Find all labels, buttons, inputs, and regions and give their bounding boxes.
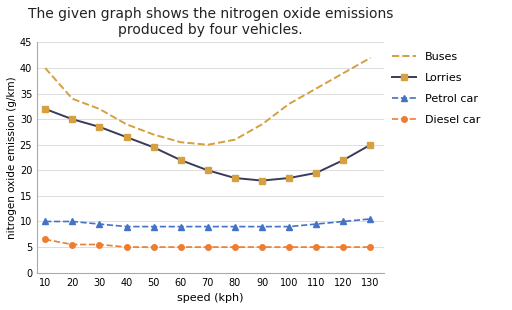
X-axis label: speed (kph): speed (kph)	[177, 293, 244, 303]
Y-axis label: nitrogen oxide emission (g/km): nitrogen oxide emission (g/km)	[7, 76, 17, 239]
Title: The given graph shows the nitrogen oxide emissions
produced by four vehicles.: The given graph shows the nitrogen oxide…	[28, 7, 393, 37]
Legend: Buses, Lorries, Petrol car, Diesel car: Buses, Lorries, Petrol car, Diesel car	[388, 47, 485, 129]
